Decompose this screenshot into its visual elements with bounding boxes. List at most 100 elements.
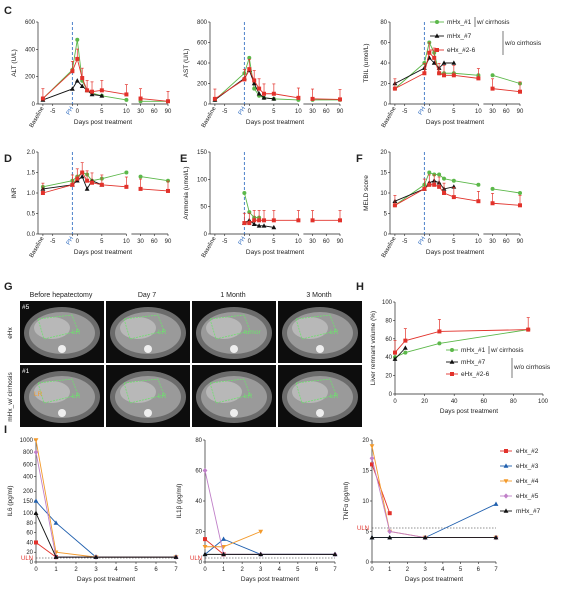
- series-line: [205, 531, 261, 548]
- y-tick-label: 50: [200, 205, 207, 211]
- x-tick-label: 10: [295, 109, 302, 115]
- x-tick-label: 60: [323, 239, 330, 245]
- x-tick-label: 7: [494, 567, 498, 573]
- data-point: [247, 55, 252, 60]
- x-tick-label: 60: [151, 109, 158, 115]
- x-tick-label: 7: [333, 567, 337, 573]
- data-point: [369, 535, 375, 540]
- ct-spine: [58, 345, 66, 353]
- y-axis-label: Liver remnant volume (%): [370, 311, 377, 385]
- data-point: [261, 223, 267, 228]
- data-point: [369, 444, 375, 449]
- series-line: [214, 68, 299, 100]
- x-tick-label: PH: [238, 236, 247, 246]
- data-point: [166, 99, 170, 104]
- y-tick-label: 80: [26, 521, 33, 527]
- y-axis-label: Ammonia (umol/L): [183, 166, 190, 219]
- uln-label: ULN: [357, 526, 369, 532]
- x-axis-label: Days post treatment: [440, 408, 498, 415]
- data-point: [451, 178, 456, 183]
- x-tick-label: 60: [480, 399, 487, 405]
- data-point: [518, 89, 522, 94]
- chart-d-3: 0.0 0.5 1.0 1.5 2.0 Baseline -5 PH 0 5 10 30 60 90 INR…: [11, 150, 172, 259]
- y-axis-label: MELD score: [363, 175, 370, 211]
- y-axis-label: IL1β (pg/ml): [176, 484, 183, 519]
- data-point: [476, 182, 481, 187]
- ct-annotation-lr: LR: [72, 329, 81, 336]
- data-point: [75, 176, 80, 181]
- y-tick-label: 200: [197, 82, 208, 88]
- data-point: [85, 178, 90, 183]
- data-point: [503, 463, 509, 468]
- x-tick-label: 0: [76, 239, 80, 245]
- data-point: [80, 170, 85, 175]
- ct-liver: [34, 381, 70, 403]
- data-point: [33, 510, 39, 515]
- data-point: [84, 186, 90, 191]
- data-point: [310, 218, 315, 223]
- series-line: [394, 329, 529, 353]
- series-line: [492, 88, 521, 93]
- x-tick-label: 60: [323, 109, 330, 115]
- y-tick-label: 20: [380, 150, 387, 156]
- series-line: [371, 446, 496, 539]
- data-point: [79, 174, 85, 179]
- ct-annotation-lr: LR: [72, 393, 81, 400]
- x-tick-label: 4: [278, 567, 282, 573]
- series-line: [42, 39, 127, 101]
- ct-liver: [292, 381, 328, 403]
- series-line: [312, 98, 341, 100]
- y-tick-label: 5: [366, 530, 370, 536]
- x-tick-label: 0: [393, 399, 397, 405]
- data-point: [437, 71, 442, 76]
- x-tick-label: Baseline: [201, 105, 218, 129]
- ct-annotation-lr: LR: [158, 393, 167, 400]
- ct-outline: [123, 378, 165, 404]
- x-tick-label: Baseline: [29, 105, 46, 129]
- data-point: [75, 56, 80, 61]
- data-point: [202, 544, 208, 550]
- legend-group: w/ cirrhosis: [490, 347, 524, 354]
- data-point: [437, 341, 442, 346]
- series-line: [492, 74, 521, 84]
- data-point: [271, 218, 276, 223]
- x-tick-label: 6: [315, 567, 319, 573]
- ct-annotation-lr: LR: [330, 329, 339, 336]
- legend-i: eHx_#2 eHx_#3 eHx_#4 eHx_#5 mHx_#7: [500, 448, 541, 515]
- series-line: [140, 176, 169, 182]
- x-tick-label: 90: [517, 239, 524, 245]
- data-point: [261, 95, 267, 100]
- x-tick-label: -5: [222, 109, 228, 115]
- x-tick-label: 90: [165, 239, 172, 245]
- ct-column-header: 3 Month: [306, 292, 331, 299]
- ct-column-header: Day 7: [138, 292, 156, 299]
- x-tick-label: 5: [272, 239, 276, 245]
- legend-item: eHx_#2: [516, 448, 539, 455]
- series-line: [35, 452, 176, 558]
- ct-liver: [120, 381, 156, 403]
- data-point: [221, 536, 226, 541]
- y-axis-label: ALT (U/L): [11, 49, 18, 77]
- data-point: [138, 174, 143, 179]
- ct-row-label: mHx_w/ cirrhosis: [7, 372, 14, 422]
- series-line: [394, 51, 479, 90]
- data-point: [40, 96, 45, 101]
- ct-liver: [206, 317, 242, 339]
- x-tick-label: 2: [406, 567, 410, 573]
- data-point: [427, 50, 432, 55]
- data-point: [99, 88, 104, 93]
- y-tick-label: 15: [362, 469, 369, 475]
- y-tick-label: 40: [195, 499, 202, 505]
- series-line: [214, 57, 299, 101]
- data-point: [252, 78, 257, 83]
- ct-liver: [120, 317, 156, 339]
- x-tick-label: 5: [100, 239, 104, 245]
- data-point: [124, 97, 129, 102]
- data-point: [437, 184, 442, 189]
- data-point: [437, 172, 442, 177]
- x-tick-label: 5: [134, 567, 138, 573]
- data-point: [271, 91, 276, 96]
- data-point: [80, 76, 85, 81]
- data-point: [437, 329, 442, 334]
